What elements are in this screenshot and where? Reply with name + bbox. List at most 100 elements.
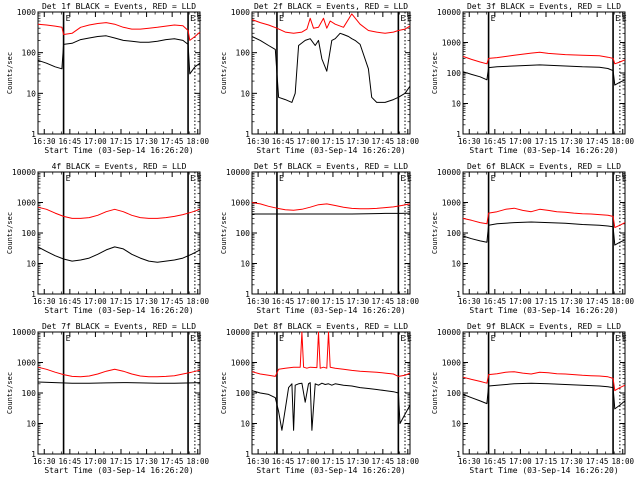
y-tick-label: 1 — [245, 450, 250, 459]
plot-frame — [251, 331, 411, 455]
y-axis-label: Counts/sec — [6, 372, 14, 414]
y-tick-label: 1 — [456, 290, 461, 299]
series-line-red — [251, 13, 411, 34]
series-line-black — [252, 212, 411, 215]
x-tick-label: 17:45 — [586, 297, 609, 306]
x-axis-label: Start Time (03-Sep-14 16:26:20) — [256, 146, 405, 155]
x-tick-label: 16:30 — [33, 297, 56, 306]
series-line-red — [37, 206, 201, 219]
y-tick-label: 10 — [240, 260, 250, 269]
x-tick-label: 17:45 — [161, 297, 184, 306]
y-tick-label: 1000 — [442, 199, 461, 208]
y-tick-label: 1000 — [17, 8, 36, 17]
chart-panel-6: Det 6f BLACK = Events, RED = LLD 1 10 100 10… — [431, 162, 635, 315]
corner-mark: E — [279, 334, 284, 343]
x-axis-label: Start Time (03-Sep-14 16:26:20) — [469, 306, 618, 315]
x-tick-label: 17:15 — [535, 457, 558, 466]
x-tick-label: 18:00 — [396, 137, 419, 146]
x-tick-label: 17:15 — [535, 137, 558, 146]
x-tick-label: 17:00 — [297, 457, 320, 466]
y-tick-label: 1000 — [442, 39, 461, 48]
chart-title: Det 7f BLACK = Events, RED = LLD — [42, 322, 196, 331]
x-tick-label: 17:30 — [560, 457, 583, 466]
x-tick-label: 16:30 — [33, 137, 56, 146]
corner-mark: E — [491, 174, 496, 183]
series-line-black — [251, 382, 411, 431]
x-tick-label: 16:30 — [247, 137, 270, 146]
series-line-black — [37, 246, 201, 263]
corner-mark: E — [197, 174, 202, 183]
y-tick-label: 10000 — [226, 328, 250, 337]
x-tick-label: 18:00 — [186, 297, 209, 306]
y-tick-label: 10 — [451, 420, 461, 429]
y-tick-label: 10 — [26, 89, 36, 98]
x-tick-label: 16:45 — [272, 297, 295, 306]
corner-mark: E — [66, 14, 71, 23]
x-tick-label: 16:30 — [247, 297, 270, 306]
y-tick-label: 10 — [451, 100, 461, 109]
y-axis-label: Counts/sec — [6, 212, 14, 254]
corner-mark: E — [491, 334, 496, 343]
y-tick-label: 100 — [22, 389, 37, 398]
x-tick-label: 17:15 — [110, 137, 133, 146]
x-tick-label: 17:15 — [322, 297, 345, 306]
x-tick-label: 16:45 — [484, 137, 507, 146]
series-line-black — [37, 381, 201, 384]
plot-frame — [251, 171, 411, 295]
x-tick-label: 17:45 — [161, 137, 184, 146]
x-tick-label: 17:00 — [297, 297, 320, 306]
corner-mark: E — [622, 14, 627, 23]
y-tick-label: 1 — [31, 450, 36, 459]
y-tick-label: 10000 — [12, 168, 36, 177]
series-line-red — [462, 51, 626, 65]
series-line-black — [462, 221, 626, 246]
x-tick-label: 17:00 — [84, 137, 107, 146]
y-tick-label: 100 — [447, 389, 462, 398]
corner-mark: E — [400, 174, 405, 183]
y-tick-label: 10000 — [437, 328, 461, 337]
y-axis-label: Counts/sec — [6, 52, 14, 94]
x-tick-label: 16:30 — [458, 137, 481, 146]
y-tick-label: 1000 — [17, 199, 36, 208]
chart-title: Det 9f BLACK = Events, RED = LLD — [467, 322, 621, 331]
y-tick-label: 1 — [245, 130, 250, 139]
x-tick-label: 16:45 — [59, 297, 82, 306]
x-tick-label: 17:30 — [135, 457, 158, 466]
series-line-black — [462, 382, 626, 410]
y-tick-label: 1000 — [231, 359, 250, 368]
corner-mark: E — [190, 334, 195, 343]
corner-mark: E — [615, 334, 620, 343]
corner-mark: E — [197, 14, 202, 23]
x-tick-label: 18:00 — [611, 137, 634, 146]
series-line-red — [37, 366, 201, 378]
chart-panel-8: Det 8f BLACK = Events, RED = LLD 1 10 100 10… — [220, 322, 420, 475]
chart-panel-4: 4f BLACK = Events, RED = LLD 1 10 100 1000 10… — [6, 162, 210, 315]
y-axis-label: Counts/sec — [431, 212, 439, 254]
series-line-red — [462, 207, 626, 229]
y-tick-label: 100 — [447, 69, 462, 78]
series-line-red — [251, 331, 411, 377]
x-axis-label: Start Time (03-Sep-14 16:26:20) — [44, 306, 193, 315]
x-axis-label: Start Time (03-Sep-14 16:26:20) — [256, 466, 405, 475]
y-axis-label: Counts/sec — [220, 52, 228, 94]
corner-mark: E — [407, 174, 412, 183]
x-tick-label: 17:15 — [110, 297, 133, 306]
chart-title: Det 5f BLACK = Events, RED = LLD — [254, 162, 408, 171]
x-axis-label: Start Time (03-Sep-14 16:26:20) — [44, 146, 193, 155]
plot-frame — [462, 171, 626, 295]
x-tick-label: 17:00 — [84, 457, 107, 466]
y-tick-label: 10000 — [12, 328, 36, 337]
corner-mark: E — [622, 174, 627, 183]
y-tick-label: 10 — [451, 260, 461, 269]
plot-frame — [462, 11, 626, 135]
corner-mark: E — [491, 14, 496, 23]
x-tick-label: 17:00 — [297, 137, 320, 146]
x-tick-label: 17:30 — [347, 137, 370, 146]
x-tick-label: 16:30 — [458, 297, 481, 306]
chart-title: Det 2f BLACK = Events, RED = LLD — [254, 2, 408, 11]
series-line-red — [462, 371, 626, 392]
series-line-red — [37, 22, 201, 41]
chart-panel-5: Det 5f BLACK = Events, RED = LLD 1 10 100 10… — [220, 162, 420, 315]
x-tick-label: 17:30 — [347, 297, 370, 306]
x-tick-label: 18:00 — [186, 137, 209, 146]
